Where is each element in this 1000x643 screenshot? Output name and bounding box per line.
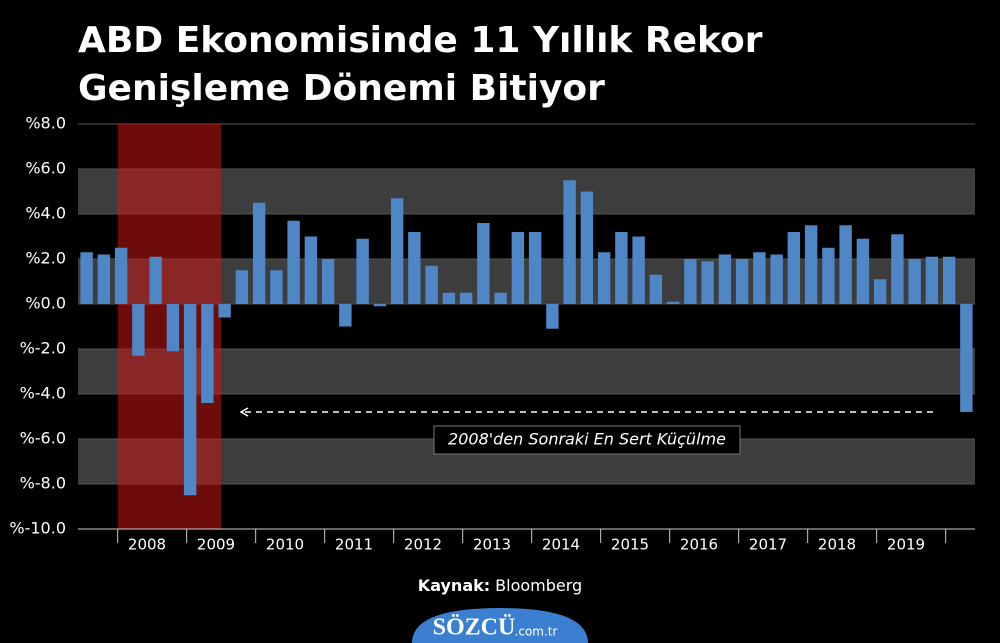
y-tick-label: %8.0 (25, 114, 66, 133)
bar (149, 256, 162, 304)
bar (770, 254, 783, 304)
bar (546, 304, 559, 329)
bar (511, 232, 525, 304)
logo-bg (412, 608, 588, 643)
bar (753, 252, 766, 304)
bar (942, 256, 956, 304)
logo: SÖZCÜ (433, 615, 516, 641)
bar (252, 202, 266, 304)
bar (718, 254, 732, 304)
y-tick-label: %2.0 (25, 249, 66, 268)
chart-title: ABD Ekonomisinde 11 Yıllık Rekor (78, 20, 763, 61)
bar (321, 259, 335, 304)
bar (235, 270, 249, 304)
bar (908, 259, 921, 304)
y-tick-label: %6.0 (25, 159, 66, 178)
x-tick-label: 2019 (887, 536, 925, 554)
x-tick-label: 2009 (197, 536, 235, 554)
bar (97, 254, 111, 304)
bar (459, 292, 473, 304)
bar (615, 232, 628, 304)
chart-title: Genişleme Dönemi Bitiyor (78, 68, 605, 109)
bar (339, 304, 352, 327)
grid-band (78, 169, 975, 214)
bar (287, 220, 300, 304)
bar (701, 261, 714, 304)
bar (218, 304, 231, 318)
bar (839, 225, 852, 304)
bar (873, 279, 887, 304)
bar (494, 292, 507, 304)
x-tick-label: 2010 (266, 536, 304, 554)
bar (183, 304, 197, 496)
bar (201, 304, 214, 403)
annotation-arrowhead (239, 407, 249, 417)
x-tick-label: 2012 (404, 536, 442, 554)
bar (597, 252, 611, 304)
x-tick-label: 2016 (680, 536, 718, 554)
y-tick-label: %-4.0 (20, 384, 66, 403)
bar (408, 232, 421, 304)
bar (390, 198, 404, 304)
bar (960, 304, 973, 412)
source-label: Kaynak: (418, 576, 490, 595)
bar (666, 301, 680, 304)
source: Kaynak: Bloomberg (418, 576, 582, 595)
bar (563, 180, 576, 304)
x-tick-label: 2017 (749, 536, 787, 554)
bar (132, 304, 145, 356)
bar (891, 234, 904, 304)
bar (425, 265, 438, 304)
y-tick-label: %-10.0 (9, 519, 66, 538)
bar (80, 252, 93, 304)
x-tick-label: 2018 (818, 536, 856, 554)
bar (649, 274, 663, 304)
bar (580, 191, 594, 304)
bar (632, 236, 645, 304)
bar (856, 238, 870, 304)
bar (304, 236, 318, 304)
bar (356, 238, 369, 304)
y-tick-label: %-2.0 (20, 339, 66, 358)
bar (925, 256, 939, 304)
x-tick-label: 2015 (611, 536, 649, 554)
y-tick-label: %-8.0 (20, 474, 66, 493)
y-tick-label: %-6.0 (20, 429, 66, 448)
x-tick-label: 2013 (473, 536, 511, 554)
y-tick-label: %0.0 (25, 294, 66, 313)
x-tick-label: 2014 (542, 536, 580, 554)
y-tick-label: %4.0 (25, 204, 66, 223)
source-name: Bloomberg (495, 576, 582, 595)
bar (684, 259, 697, 304)
bar (477, 223, 490, 304)
annotation: 2008'den Sonraki En Sert Küçülme (448, 430, 726, 449)
x-tick-label: 2008 (128, 536, 166, 554)
bar (166, 304, 180, 352)
bar (528, 232, 542, 304)
annotation-box (433, 425, 741, 455)
bar (735, 259, 749, 304)
bar (114, 247, 128, 304)
bar (804, 225, 818, 304)
bar (442, 292, 456, 304)
x-tick-label: 2011 (335, 536, 373, 554)
bar (270, 270, 283, 304)
logo-suffix: .com.tr (515, 625, 558, 639)
grid-band (78, 349, 975, 394)
bar (787, 232, 801, 304)
bar (373, 304, 387, 307)
bar (822, 247, 835, 304)
